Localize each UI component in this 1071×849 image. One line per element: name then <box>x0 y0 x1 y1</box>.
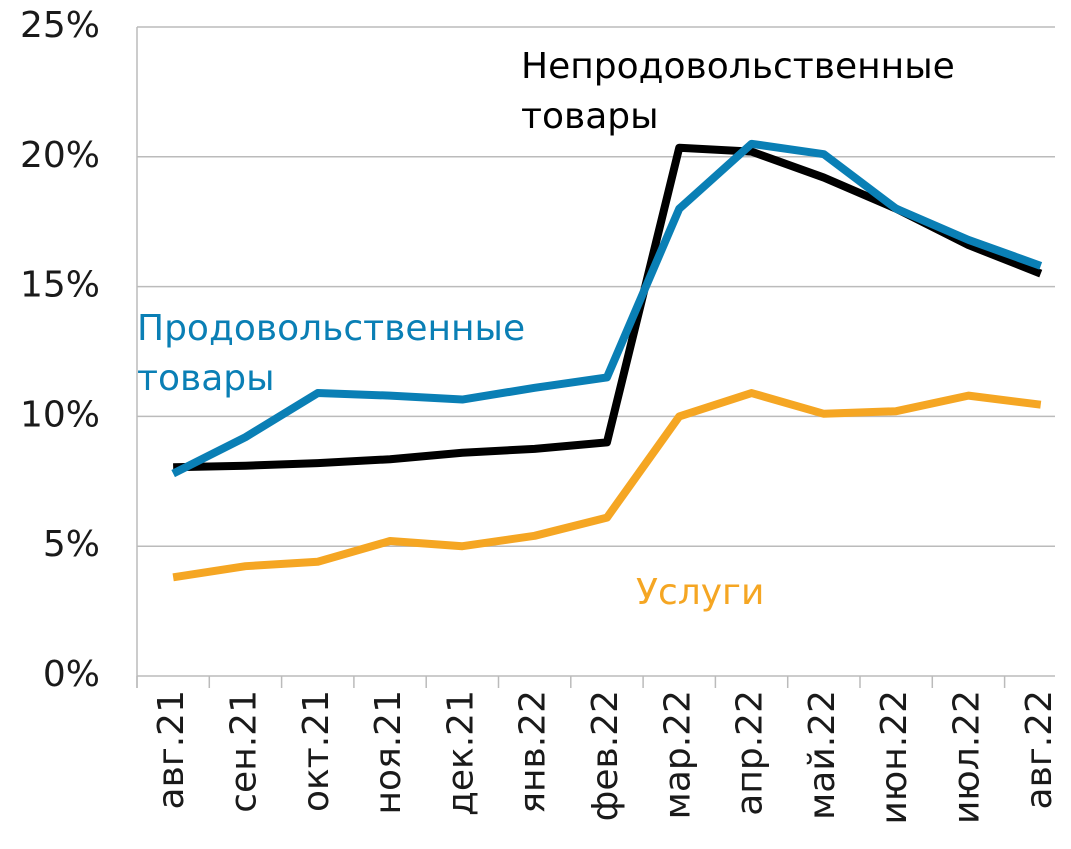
x-tick-label: окт.21 <box>296 690 337 812</box>
x-tick-label: авг.21 <box>151 690 192 809</box>
x-tick-label: ноя.21 <box>368 690 409 814</box>
y-tick-label: 0% <box>43 654 100 695</box>
y-tick-label: 15% <box>20 265 100 306</box>
series-line <box>171 139 1043 478</box>
series-label-line: товары <box>137 358 275 399</box>
x-tick-label: авг.22 <box>1019 690 1060 809</box>
y-tick-label: 5% <box>43 524 100 565</box>
series-label: Услуги <box>636 572 764 613</box>
series-label: Непродовольственные товары <box>521 46 955 137</box>
series-label-line: Продовольственные <box>137 308 525 349</box>
series-label-line: Непродовольственные <box>521 46 955 87</box>
series-line <box>172 389 1042 582</box>
x-tick-label: сен.21 <box>223 690 264 813</box>
series-label-line: товары <box>521 96 659 137</box>
y-tick-label: 20% <box>20 135 100 176</box>
x-tick-label: дек.21 <box>440 690 481 816</box>
y-tick-label: 25% <box>20 5 100 46</box>
x-tick-label: май.22 <box>802 690 843 820</box>
x-tick-label: июл.22 <box>946 690 987 824</box>
x-tick-label: апр.22 <box>730 690 771 816</box>
x-tick-label: июн.22 <box>874 690 915 825</box>
x-tick-label: янв.22 <box>513 690 554 814</box>
x-tick-label: фев.22 <box>585 690 626 821</box>
y-tick-label: 10% <box>20 394 100 435</box>
x-tick-label: мар.22 <box>657 690 698 819</box>
series-label: Продовольственные товары <box>137 308 525 399</box>
